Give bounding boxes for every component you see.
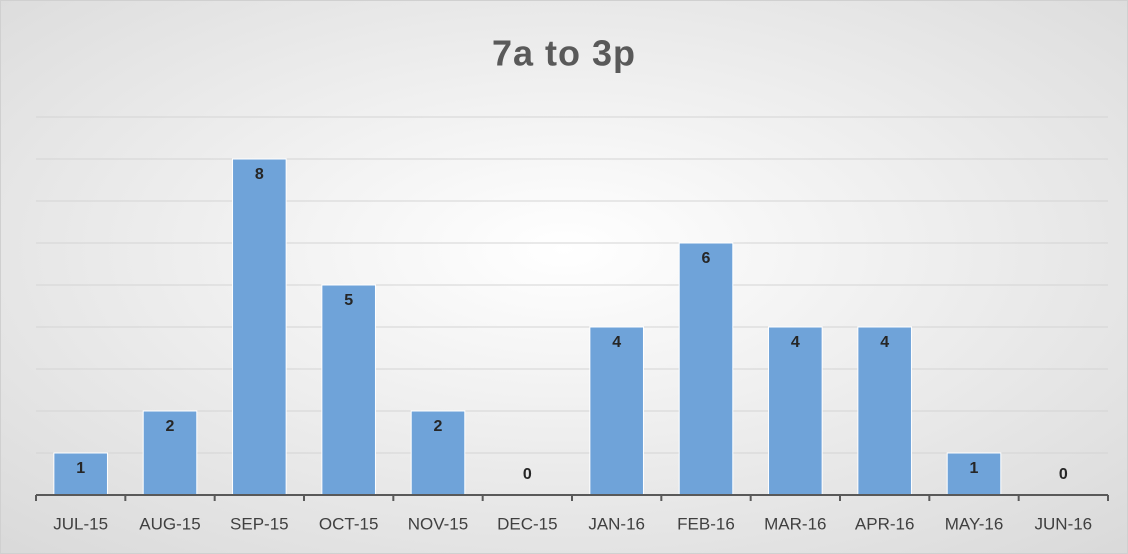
x-tick-label: FEB-16 xyxy=(677,514,735,533)
data-label: 8 xyxy=(255,166,264,183)
x-tick-label: AUG-15 xyxy=(139,514,200,533)
bar xyxy=(768,326,823,496)
data-label: 6 xyxy=(702,250,711,267)
bar xyxy=(857,326,912,496)
bar xyxy=(232,158,287,496)
data-label: 0 xyxy=(523,466,532,483)
x-tick-label: JUL-15 xyxy=(53,514,108,533)
data-label: 5 xyxy=(344,292,353,309)
data-label: 4 xyxy=(791,334,800,351)
x-tick-label: JAN-16 xyxy=(588,514,645,533)
data-label: 2 xyxy=(166,418,175,435)
data-label: 4 xyxy=(612,334,621,351)
data-label: 1 xyxy=(76,460,85,477)
x-tick-label: APR-16 xyxy=(855,514,915,533)
x-tick-label: JUN-16 xyxy=(1035,514,1093,533)
x-tick-label: MAY-16 xyxy=(945,514,1004,533)
chart-title: 7a to 3p xyxy=(492,33,636,74)
data-label: 1 xyxy=(970,460,979,477)
x-tick-label: MAR-16 xyxy=(764,514,826,533)
x-tick-label: SEP-15 xyxy=(230,514,289,533)
bar xyxy=(321,284,376,496)
x-tick-label: DEC-15 xyxy=(497,514,557,533)
bar xyxy=(678,242,734,496)
data-label: 4 xyxy=(880,334,889,351)
data-label: 2 xyxy=(434,418,443,435)
x-tick-label: NOV-15 xyxy=(408,514,468,533)
x-tick-label: OCT-15 xyxy=(319,514,379,533)
data-label: 0 xyxy=(1059,466,1068,483)
bar xyxy=(589,326,644,496)
